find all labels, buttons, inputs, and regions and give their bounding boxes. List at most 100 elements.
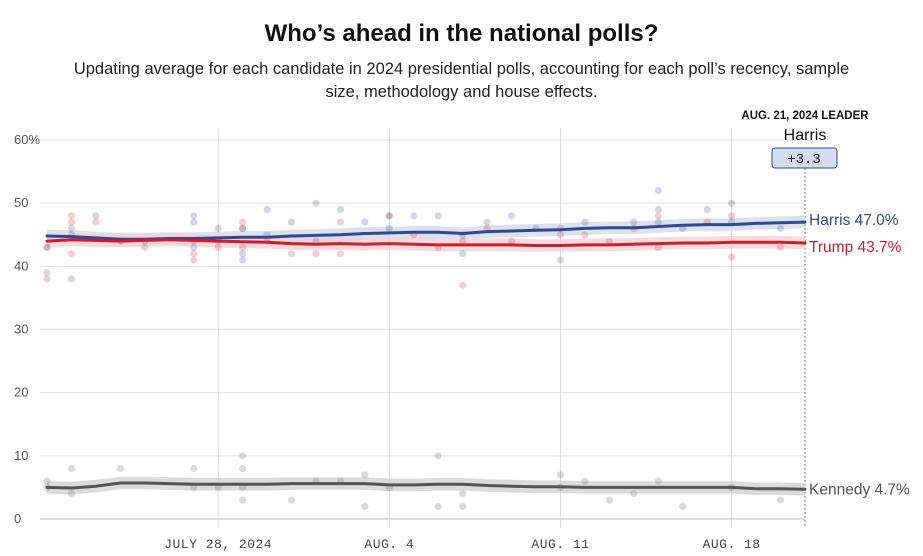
kennedy-poll-dot: [361, 502, 369, 510]
trump-poll-dot: [92, 218, 100, 226]
harris-poll-dot: [263, 205, 271, 214]
trump-poll-dot: [459, 281, 467, 289]
harris-poll-dot: [214, 224, 222, 232]
kennedy-band: [47, 476, 805, 496]
leader-margin-badge: [771, 147, 838, 169]
x-tick-label: JULY 28, 2024: [164, 537, 272, 552]
kennedy-poll-dot: [556, 471, 565, 479]
trump-poll-dot: [67, 218, 76, 226]
kennedy-poll-dot: [190, 464, 198, 473]
harris-poll-dot: [67, 275, 76, 283]
harris-poll-dot: [67, 224, 76, 232]
trump-poll-dot: [190, 250, 198, 258]
trump-poll-dot: [312, 250, 320, 258]
harris-poll-dot: [43, 275, 51, 283]
trump-poll-dot: [190, 256, 198, 264]
trump-poll-dot: [336, 218, 344, 226]
trump-poll-dot: [459, 237, 467, 245]
harris-poll-dot: [239, 250, 247, 258]
harris-poll-dot: [287, 218, 296, 226]
x-tick-label: AUG. 11: [531, 537, 589, 552]
harris-poll-dot: [434, 212, 442, 220]
kennedy-poll-dot: [239, 452, 247, 460]
kennedy-poll-dot: [654, 477, 662, 485]
kennedy-poll-dot: [116, 464, 124, 473]
trump-poll-dot: [43, 269, 51, 277]
harris-poll-dot: [654, 205, 662, 214]
harris-poll-dot: [508, 212, 516, 220]
y-tick-label: 0: [14, 511, 21, 526]
chart-title: Who’s ahead in the national polls?: [264, 20, 659, 47]
harris-poll-dot: [630, 218, 638, 226]
leader-date-label: AUG. 21, 2024 LEADER: [741, 110, 869, 122]
harris-poll-dot: [190, 212, 198, 220]
harris-poll-dot: [190, 243, 198, 251]
trump-poll-dot: [287, 250, 296, 258]
leader-callout: AUG. 21, 2024 LEADER Harris +3.3: [741, 110, 869, 169]
chart-labels: 0 10 20 30 40 50 60% JULY 28, 2024 AUG. 4 AUG. 11…: [14, 132, 910, 552]
trump-poll-dot: [239, 243, 247, 251]
kennedy-poll-dot: [459, 502, 467, 510]
trump-average-line: [45, 238, 807, 247]
trump-poll-dot: [728, 253, 736, 261]
kennedy-poll-dot: [67, 464, 76, 473]
kennedy-poll-dot: [67, 490, 76, 498]
trump-poll-dot: [581, 231, 589, 239]
kennedy-poll-dot: [43, 477, 51, 485]
harris-poll-dot: [190, 218, 198, 226]
y-tick-label: 30: [14, 322, 28, 337]
kennedy-poll-dot: [581, 477, 589, 485]
trump-poll-dot: [43, 243, 51, 251]
trump-poll-dot: [605, 237, 614, 245]
trump-end-label: Trump 43.7%: [809, 239, 902, 256]
kennedy-end-label: Kennedy 4.7%: [809, 481, 910, 498]
kennedy-poll-dot: [459, 490, 467, 498]
kennedy-poll-dot: [239, 464, 247, 473]
kennedy-poll-dot: [361, 471, 369, 479]
harris-poll-dot: [728, 199, 736, 207]
harris-poll-dot: [239, 224, 247, 232]
harris-poll-dot: [312, 199, 320, 207]
kennedy-poll-dot: [287, 496, 296, 504]
kennedy-poll-dot: [239, 496, 247, 504]
harris-end-label: Harris 47.0%: [809, 212, 899, 229]
harris-poll-dot: [92, 212, 100, 220]
trump-poll-dot: [508, 237, 516, 245]
trump-poll-dot: [385, 212, 393, 220]
trump-poll-dot: [239, 224, 247, 232]
trump-poll-dot: [654, 212, 662, 220]
harris-poll-dot: [361, 218, 369, 226]
harris-poll-dot: [385, 212, 393, 220]
kennedy-poll-dot: [630, 490, 638, 498]
y-tick-label: 20: [14, 385, 28, 400]
y-tick-label: 60%: [14, 132, 40, 147]
harris-poll-dot: [654, 186, 662, 195]
grid: [40, 128, 806, 528]
harris-poll-dot: [385, 224, 393, 232]
kennedy-poll-dot: [605, 496, 614, 504]
uncertainty-bands: [47, 215, 805, 496]
trump-poll-dot: [67, 212, 76, 220]
average-lines: [45, 220, 807, 491]
kennedy-poll-dot: [434, 502, 442, 510]
leader-margin-value: +3.3: [787, 152, 821, 168]
y-tick-label: 50: [14, 195, 28, 210]
harris-poll-dot: [410, 212, 418, 220]
trump-poll-dot: [239, 218, 247, 226]
harris-poll-dot: [336, 205, 344, 214]
kennedy-average-line: [45, 481, 807, 491]
kennedy-poll-dot: [434, 452, 442, 460]
trump-poll-dot: [214, 243, 222, 251]
harris-poll-dot: [459, 250, 467, 258]
x-tick-label: AUG. 4: [364, 537, 414, 552]
y-tick-label: 40: [14, 258, 28, 273]
harris-poll-dot: [483, 218, 491, 226]
harris-poll-dot: [703, 205, 711, 214]
x-tick-label: AUG. 18: [703, 537, 761, 552]
trump-poll-dot: [654, 243, 662, 251]
harris-poll-dot: [556, 256, 565, 264]
y-tick-label: 10: [14, 448, 28, 463]
trump-poll-dot: [556, 231, 565, 239]
trump-poll-dot: [336, 250, 344, 258]
